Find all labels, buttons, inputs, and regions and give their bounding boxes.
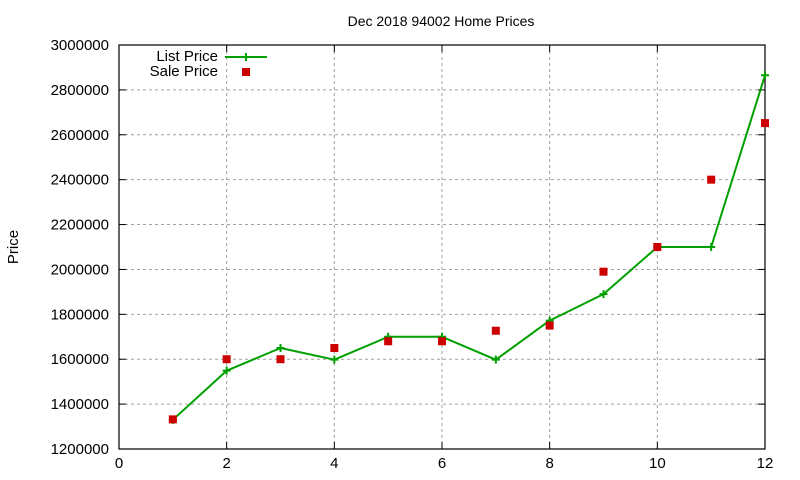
- legend-label-sale-price: Sale Price: [150, 63, 218, 80]
- sale-price-square-marker-icon: [653, 243, 662, 251]
- y-tick-label: 3000000: [51, 37, 109, 54]
- x-tick-label: 4: [330, 455, 338, 472]
- sale-price-square-marker-icon: [384, 337, 393, 346]
- list-price-plus-marker-icon: [599, 290, 608, 299]
- y-tick-label: 1600000: [51, 351, 109, 368]
- sale-price-square-marker-icon: [599, 267, 608, 276]
- y-tick-label: 1800000: [51, 306, 109, 323]
- y-tick-label: 2200000: [51, 217, 109, 234]
- x-tick-label: 12: [757, 455, 774, 472]
- y-tick-label: 2800000: [51, 82, 109, 99]
- list-price-plus-marker-icon: [222, 366, 231, 375]
- sale-price-square-marker-icon: [330, 344, 339, 352]
- y-tick-label: 2600000: [51, 127, 109, 144]
- y-axis-title: Price: [5, 230, 22, 264]
- list-price-line: [172, 75, 766, 421]
- legend: List Price Sale Price: [150, 48, 267, 80]
- list-price-plus-marker-icon: [330, 355, 339, 364]
- plot-border: [118, 44, 766, 450]
- legend-square-marker-icon: [242, 68, 250, 76]
- list-price-plus-marker-icon: [707, 243, 716, 251]
- list-price-plus-marker-icon: [491, 355, 500, 364]
- sale-price-square-marker-icon: [168, 415, 177, 424]
- sale-price-square-marker-icon: [222, 355, 231, 364]
- chart-title: Dec 2018 94002 Home Prices: [348, 13, 535, 29]
- series-layer: [168, 71, 769, 424]
- y-tick-label: 1400000: [51, 396, 109, 413]
- list-price-plus-marker-icon: [276, 344, 285, 352]
- y-tick-label: 1200000: [51, 441, 109, 458]
- list-price-plus-marker-icon: [761, 71, 769, 80]
- sale-price-square-marker-icon: [276, 355, 285, 364]
- sale-price-square-marker-icon: [491, 326, 500, 335]
- x-tick-label: 6: [438, 455, 446, 472]
- y-axis-tick-labels: 1200000 1400000 1600000 1800000 2000000 22000…: [51, 37, 109, 458]
- legend-plus-marker-icon: [242, 53, 250, 61]
- y-tick-label: 2400000: [51, 172, 109, 189]
- sale-price-square-marker-icon: [707, 175, 716, 184]
- grid-lines: [119, 45, 765, 449]
- y-tick-label: 2000000: [51, 261, 109, 278]
- x-tick-label: 10: [649, 455, 666, 472]
- x-tick-label: 2: [222, 455, 230, 472]
- sale-price-square-marker-icon: [761, 119, 769, 128]
- x-tick-label: 0: [115, 455, 123, 472]
- sale-price-square-marker-icon: [438, 337, 446, 346]
- sale-price-square-marker-icon: [545, 321, 554, 330]
- x-tick-label: 8: [545, 455, 553, 472]
- legend-label-list-price: List Price: [156, 48, 218, 65]
- x-axis-tick-labels: 0 2 4 6 8 10 12: [115, 455, 774, 472]
